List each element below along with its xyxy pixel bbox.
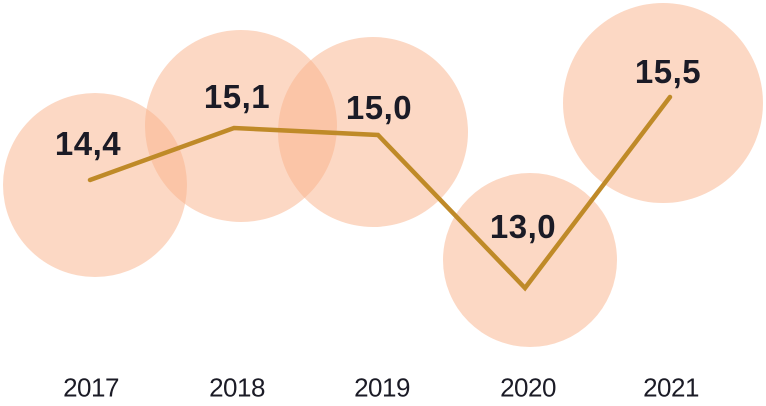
x-axis-label-2019: 2019 [354, 372, 410, 403]
x-axis-label-2018: 2018 [209, 372, 265, 403]
value-label-2019: 15,0 [345, 89, 413, 126]
x-axis-label-2021: 2021 [643, 372, 699, 403]
value-label-2018: 15,1 [203, 78, 271, 115]
value-label-2017: 14,4 [54, 125, 122, 162]
trend-line [87, 94, 673, 292]
value-label-2020: 13,0 [489, 208, 557, 245]
x-axis-label-2020: 2020 [500, 372, 556, 403]
value-label-2021: 15,5 [634, 53, 702, 90]
bubble-2017 [3, 93, 187, 277]
bubble-2020 [443, 173, 617, 347]
x-axis-label-2017: 2017 [63, 372, 119, 403]
